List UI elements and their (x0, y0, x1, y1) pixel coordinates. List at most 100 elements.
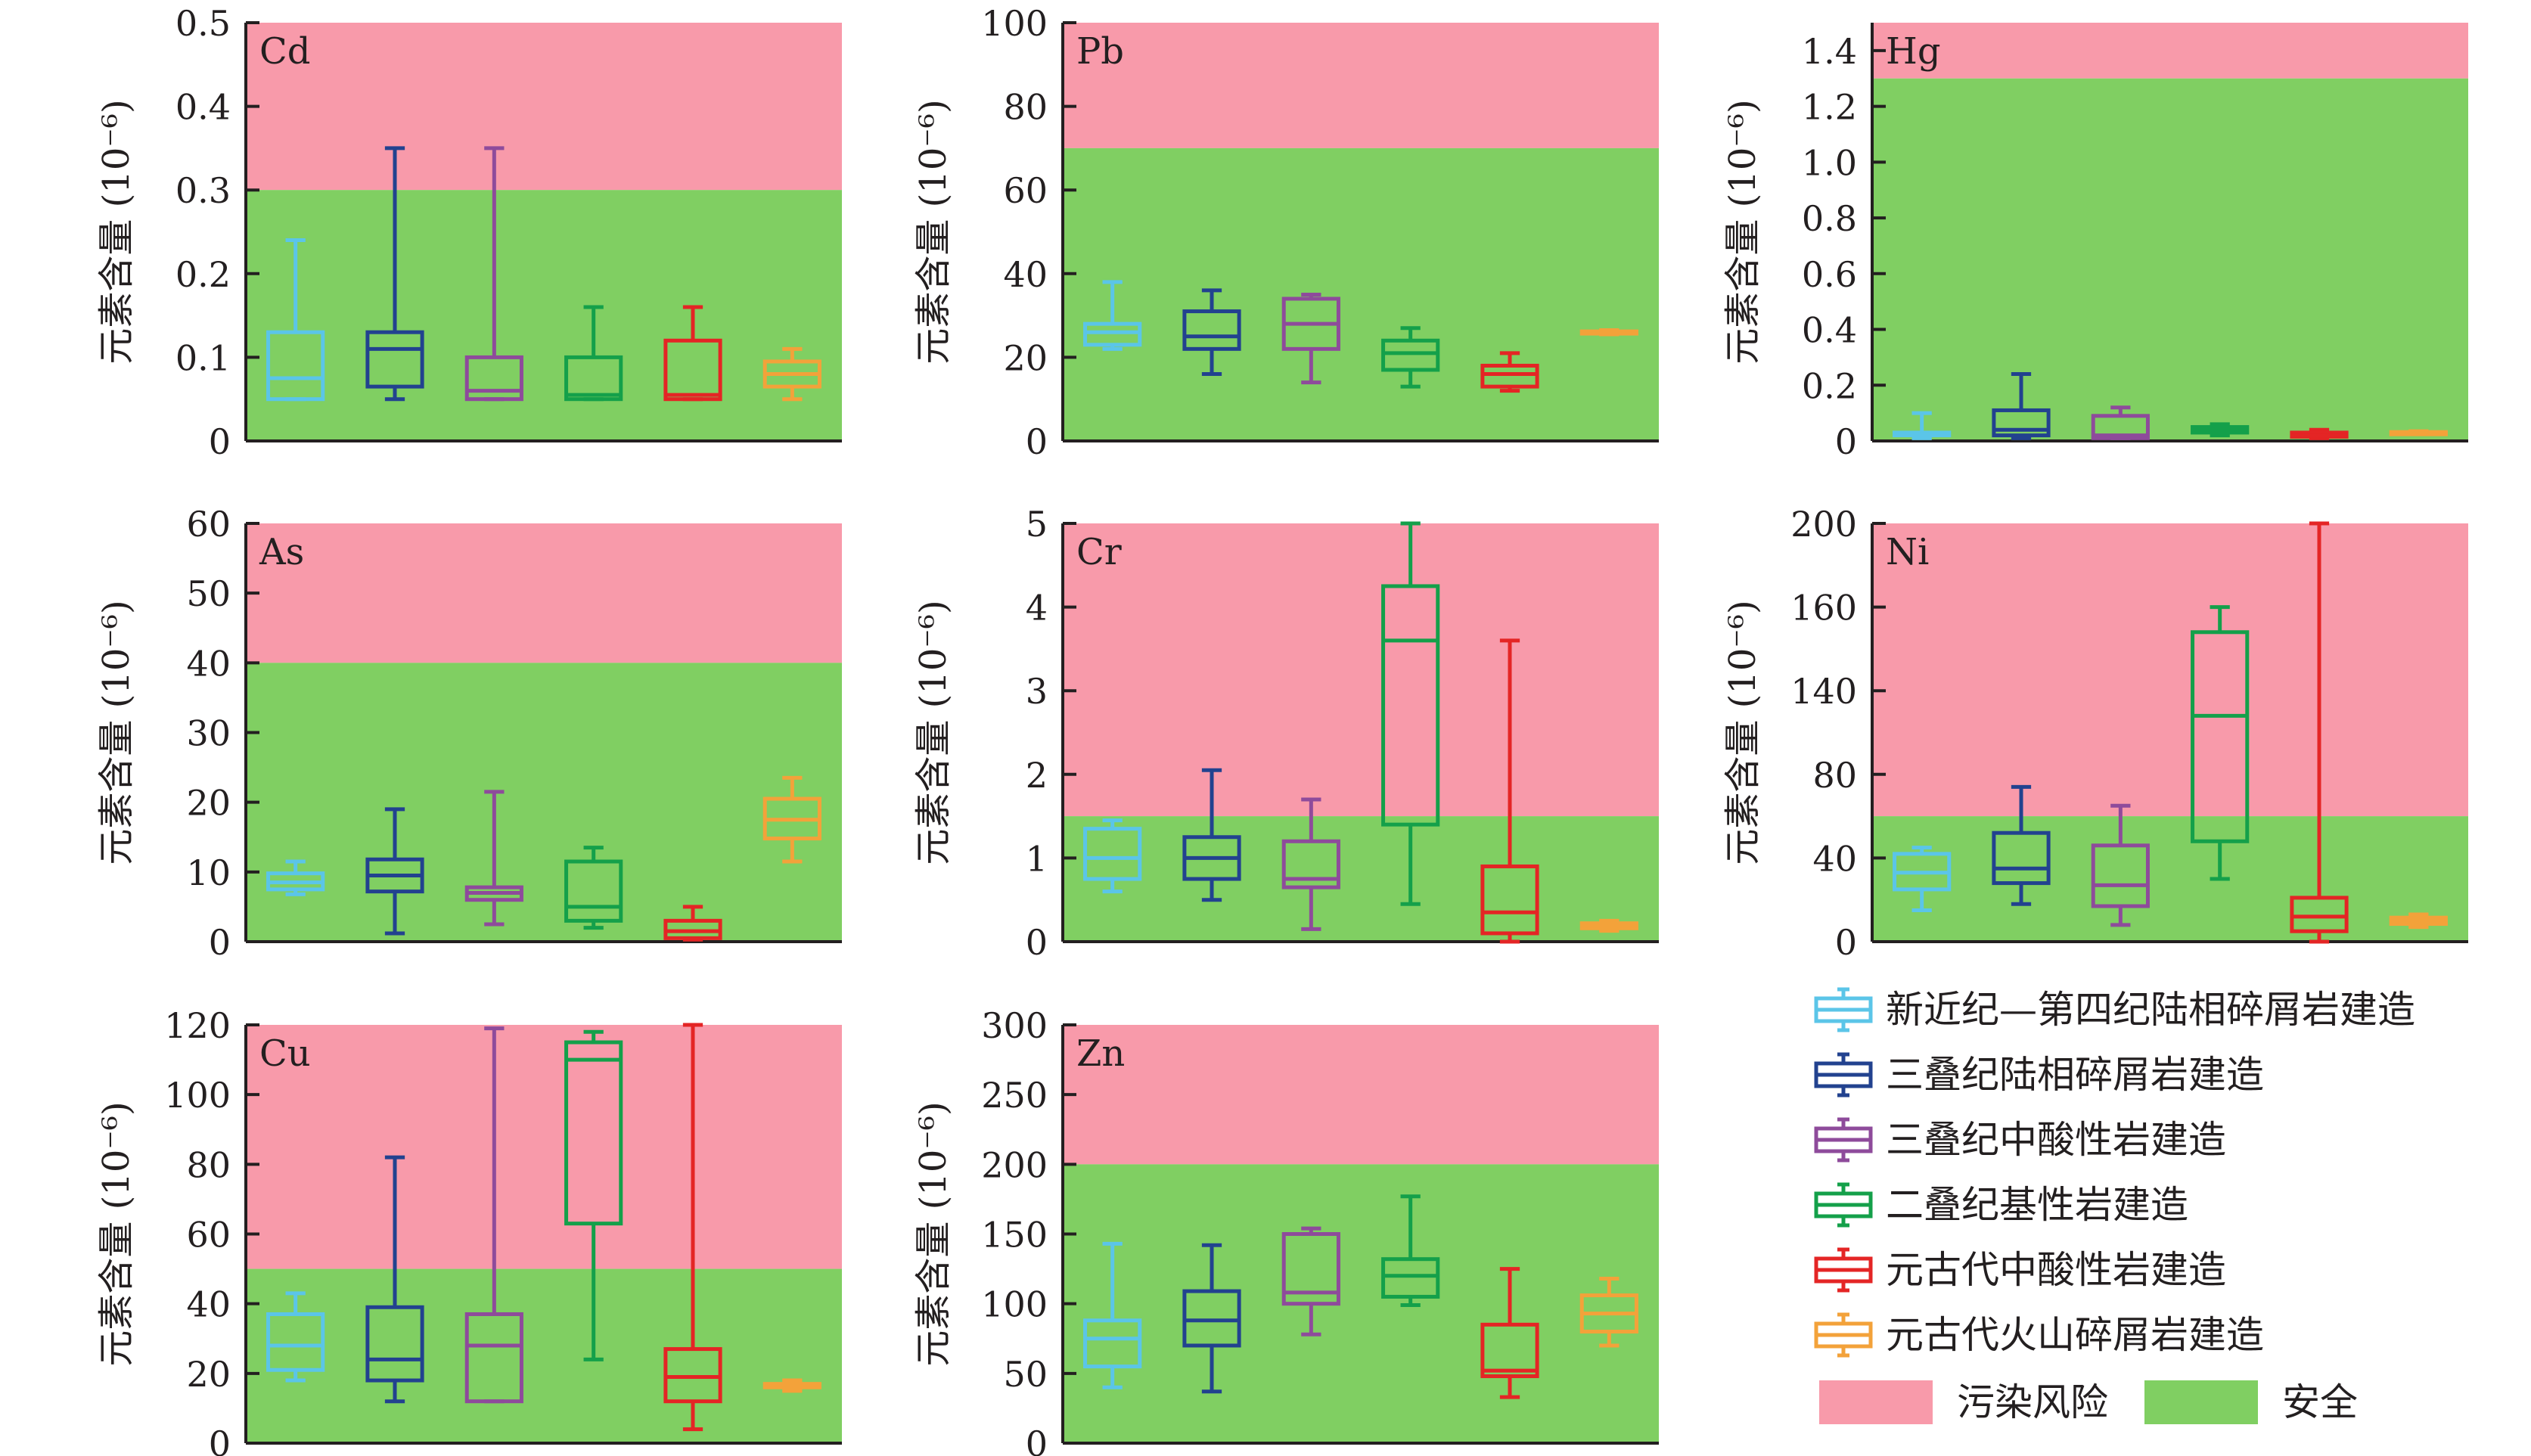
element-label: Cu (259, 1032, 311, 1075)
y-tick-label: 40 (1003, 254, 1048, 295)
iqr-box (1992, 830, 2051, 886)
y-tick-label: 1.4 (1802, 31, 1857, 72)
safe-zone (1063, 1164, 1659, 1443)
y-tick-label: 0 (209, 922, 231, 963)
box-3 (1281, 292, 1340, 385)
y-tick-label: 40 (186, 1284, 231, 1325)
risk-zone (246, 523, 842, 663)
box-4 (2191, 605, 2250, 881)
y-tick-label: 40 (1812, 838, 1857, 879)
iqr-box (266, 330, 325, 402)
y-tick-label: 0.2 (1802, 365, 1857, 406)
y-tick-label: 200 (981, 1144, 1048, 1185)
box-2 (1182, 288, 1241, 377)
y-axis-label: 元素含量 (10⁻⁶) (912, 1101, 955, 1366)
legend-label: 三叠纪中酸性岩建造 (1886, 1118, 2226, 1162)
iqr-box (2091, 414, 2150, 440)
y-tick-label: 60 (186, 1215, 231, 1256)
iqr-box (365, 330, 424, 389)
iqr-box (2091, 843, 2150, 908)
box-2 (365, 1155, 424, 1404)
panel-hg: 0 0.2 0.4 0.6 0.8 1.0 1.2 1.4 Hg 元素含量 (10⁻⁶) (1722, 23, 2468, 462)
iqr-box (464, 1312, 523, 1404)
box-2 (1992, 784, 2051, 906)
iqr-box (1083, 321, 1142, 347)
box-3 (1281, 1226, 1340, 1336)
box-3 (464, 1026, 523, 1404)
iqr-box (564, 355, 623, 402)
y-tick-label: 4 (1026, 588, 1048, 629)
risk-zone (246, 1025, 842, 1269)
iqr-box (1480, 1322, 1539, 1379)
y-tick-label: 80 (1812, 755, 1857, 796)
y-tick-label: 0.6 (1802, 254, 1857, 295)
y-tick-label: 0 (1026, 421, 1048, 462)
panel-cr: 0 1 2 3 4 5 Cr 元素含量 (10⁻⁶) (912, 504, 1659, 963)
box-1 (1893, 846, 1952, 913)
y-tick-label: 0.5 (175, 3, 231, 44)
y-tick-label: 2 (1026, 755, 1048, 796)
y-tick-label: 50 (1003, 1354, 1048, 1395)
y-tick-label: 0 (1026, 922, 1048, 963)
safe-zone (246, 663, 842, 942)
iqr-box (365, 1305, 424, 1383)
iqr-box (1381, 584, 1440, 827)
box-1 (266, 238, 325, 402)
y-axis-label: 元素含量 (10⁻⁶) (1722, 99, 1764, 364)
y-tick-label: 160 (1790, 588, 1857, 629)
safe-zone (1872, 78, 2468, 441)
box-5 (2290, 521, 2349, 944)
box-6 (762, 775, 821, 864)
box-4 (1381, 521, 1440, 906)
iqr-box (2290, 896, 2349, 933)
legend-item: 元古代火山碎屑岩建造 (1812, 1312, 2264, 1358)
panel-cu: 0 20 40 60 80 100 120 Cu 元素含量 (10⁻⁶) (95, 1005, 842, 1456)
iqr-box (1182, 309, 1241, 351)
y-tick-label: 0 (1026, 1423, 1048, 1456)
box-3 (2091, 803, 2150, 927)
iqr-box (1381, 338, 1440, 372)
box-5 (663, 1023, 722, 1432)
risk-zone (246, 23, 842, 191)
risk-zone (1872, 23, 2468, 79)
panel-zn: 0 50 100 150 200 250 300 Zn 元素含量 (10⁻⁶) (912, 1005, 1659, 1456)
y-tick-label: 1.0 (1802, 142, 1857, 183)
y-tick-label: 20 (186, 1354, 231, 1395)
y-axis-label: 元素含量 (10⁻⁶) (912, 99, 955, 364)
y-axis-label: 元素含量 (10⁻⁶) (95, 1101, 138, 1366)
box-1 (266, 1291, 325, 1383)
box-3 (2091, 405, 2150, 440)
risk-zone (1063, 1025, 1659, 1165)
y-tick-label: 0.4 (1802, 310, 1857, 351)
y-axis-label: 元素含量 (10⁻⁶) (912, 600, 955, 865)
y-tick-label: 80 (186, 1144, 231, 1185)
legend-item: 三叠纪陆相碎屑岩建造 (1812, 1052, 2264, 1097)
y-tick-label: 0 (1835, 421, 1857, 462)
panel-cd: 0 0.1 0.2 0.3 0.4 0.5 Cd 元素含量 (10⁻⁶) (95, 3, 842, 462)
box-3 (464, 146, 523, 402)
y-tick-label: 3 (1026, 671, 1048, 712)
y-tick-label: 5 (1026, 504, 1048, 545)
legend-safe-label: 安全 (2282, 1380, 2358, 1424)
box-2 (365, 146, 424, 402)
legend-box-icon (1814, 987, 1873, 1032)
box-4 (2191, 422, 2250, 438)
legend-box-icon (1814, 1312, 1873, 1358)
legend-box-icon (1814, 1247, 1873, 1293)
box-4 (564, 305, 623, 402)
y-tick-label: 60 (186, 504, 231, 545)
box-6 (762, 346, 821, 402)
box-5 (663, 905, 722, 942)
y-tick-label: 80 (1003, 87, 1048, 128)
legend-item: 新近纪—第四纪陆相碎屑岩建造 (1812, 987, 2415, 1032)
risk-zone (1063, 523, 1659, 817)
y-tick-label: 30 (186, 713, 231, 754)
iqr-box (464, 355, 523, 402)
element-label: Zn (1076, 1032, 1125, 1075)
y-tick-label: 50 (186, 573, 231, 614)
safe-zone (1063, 816, 1659, 942)
y-tick-label: 250 (981, 1075, 1048, 1116)
element-label: As (259, 531, 304, 573)
legend-safe-swatch (2144, 1380, 2258, 1424)
